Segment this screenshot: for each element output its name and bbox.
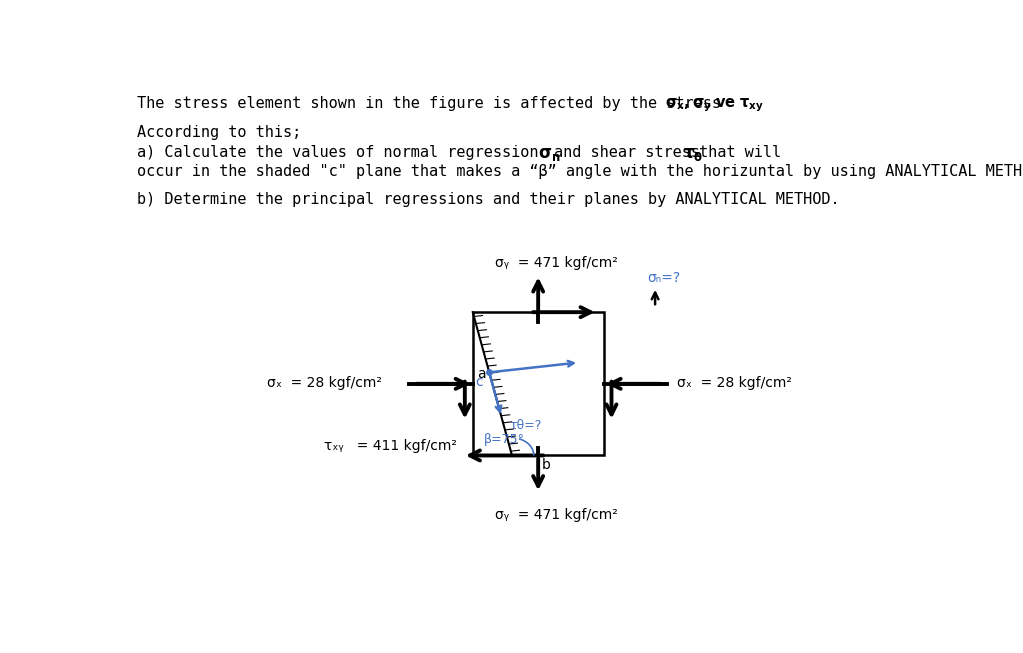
Text: a) Calculate the values of normal regression: a) Calculate the values of normal regres…	[137, 145, 539, 160]
Text: σₓ  = 28 kgf/cm²: σₓ = 28 kgf/cm²	[677, 376, 792, 390]
Text: b: b	[542, 458, 551, 472]
Text: $\mathbf{\sigma_n}$: $\mathbf{\sigma_n}$	[538, 145, 561, 163]
Text: β=75°: β=75°	[484, 434, 525, 447]
Text: σᵧ  = 471 kgf/cm²: σᵧ = 471 kgf/cm²	[494, 257, 617, 270]
Text: σₙ=?: σₙ=?	[648, 270, 680, 285]
Text: The stress element shown in the figure is affected by the stress: The stress element shown in the figure i…	[137, 96, 721, 111]
Text: that will: that will	[699, 145, 781, 160]
Text: σₓ  = 28 kgf/cm²: σₓ = 28 kgf/cm²	[267, 376, 382, 390]
Text: a: a	[477, 367, 485, 381]
Text: $\mathbf{\tau_\theta}$: $\mathbf{\tau_\theta}$	[683, 145, 703, 163]
Text: τθ=?: τθ=?	[509, 419, 542, 432]
Text: c: c	[476, 375, 483, 389]
Text: According to this;: According to this;	[137, 125, 302, 140]
Text: and shear stress: and shear stress	[554, 145, 701, 160]
Text: τₓᵧ   = 411 kgf/cm²: τₓᵧ = 411 kgf/cm²	[324, 439, 457, 453]
Text: σᵧ  = 471 kgf/cm²: σᵧ = 471 kgf/cm²	[494, 508, 617, 522]
Text: occur in the shaded "c" plane that makes a “β” angle with the horizuntal by usin: occur in the shaded "c" plane that makes…	[137, 164, 1023, 179]
Text: $\mathbf{\sigma_x, \sigma_y}$ $\mathbf{ve}$ $\mathbf{\tau_{xy}}$: $\mathbf{\sigma_x, \sigma_y}$ $\mathbf{v…	[665, 96, 764, 114]
Text: b) Determine the principal regressions and their planes by ANALYTICAL METHOD.: b) Determine the principal regressions a…	[137, 193, 840, 208]
